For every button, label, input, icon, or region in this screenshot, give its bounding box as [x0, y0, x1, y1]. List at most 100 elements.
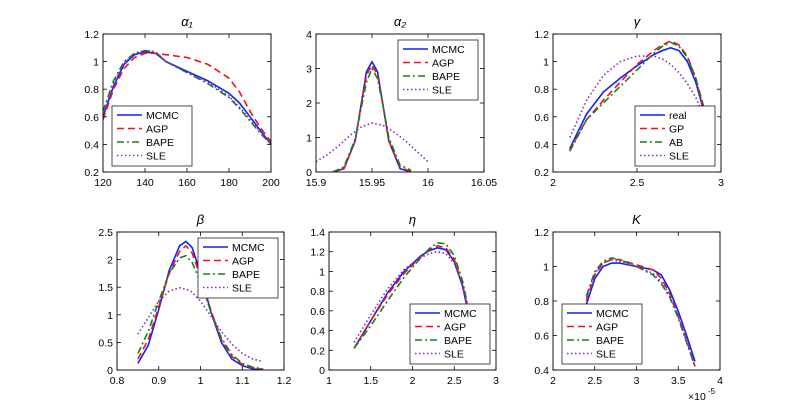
x-tick-label: 2.5	[447, 375, 462, 387]
y-tick-label: 0.4	[534, 139, 549, 151]
chart-title: α₁	[181, 14, 193, 29]
y-tick-label: 0.2	[534, 167, 549, 179]
series-group	[316, 60, 429, 172]
x-tick-label: 1.1	[235, 375, 250, 387]
y-tick-label: 1	[543, 57, 549, 69]
legend-label: AGP	[232, 256, 254, 268]
x-tick-label: 2	[550, 375, 556, 387]
x-tick-label: 1.5	[363, 375, 378, 387]
y-tick-label: 0.4	[534, 365, 549, 377]
y-tick-label: 1.5	[98, 282, 113, 294]
y-tick-label: 0	[319, 365, 325, 377]
series-line-real	[569, 47, 705, 149]
y-tick-label: 0.8	[310, 286, 325, 298]
y-tick-label: 1	[107, 310, 113, 322]
x-tick-label: 16	[422, 177, 434, 189]
x-tick-label: 3.5	[671, 375, 686, 387]
x-tick-label: 160	[178, 177, 196, 189]
series-line-mcmc	[585, 262, 696, 362]
series-group	[353, 242, 472, 349]
series-group	[137, 240, 264, 370]
x-tick-label: 3	[718, 177, 724, 189]
legend-label: BAPE	[596, 335, 624, 347]
y-tick-label: 1.2	[534, 29, 549, 41]
legend-label: real	[669, 110, 687, 122]
y-tick-label: 0.8	[84, 84, 99, 96]
y-tick-label: 0	[306, 167, 312, 179]
legend-label: AGP	[432, 58, 454, 70]
y-tick-label: 0.8	[534, 84, 549, 96]
chart-title: K	[632, 212, 642, 227]
x-tick-label: 2	[410, 375, 416, 387]
legend-label: BAPE	[432, 71, 460, 83]
legend-label: GP	[669, 124, 684, 136]
legend-label: MCMC	[444, 308, 477, 320]
y-tick-label: 1.2	[534, 227, 549, 239]
legend-label: MCMC	[232, 242, 265, 254]
legend-label: BAPE	[232, 269, 260, 281]
y-tick-label: 0.4	[84, 139, 99, 151]
x-tick-label: 0.8	[110, 375, 125, 387]
x-tick-label: 2.5	[587, 375, 602, 387]
legend-label: SLE	[444, 349, 464, 361]
legend-label: MCMC	[146, 110, 179, 122]
legend-label: SLE	[669, 151, 689, 163]
legend-label: BAPE	[146, 137, 174, 149]
series-line-agp	[353, 245, 472, 349]
y-tick-label: 0.4	[310, 326, 325, 338]
chart-panel-5: η 1 1.5 2 2.5 3 0 0.2 0.4 0.6 0.8 1 1.2 1.4 MCMC AGPBAP…	[310, 212, 499, 387]
y-tick-label: 1.2	[84, 29, 99, 41]
chart-title: α₂	[394, 14, 406, 29]
y-tick-label: 0.6	[310, 306, 325, 318]
series-line-sle	[137, 287, 264, 363]
chart-panel-1: α₁ 120 140 160 180 200 0.2 0.4 0.6 0.8 1 1.2 MCMC AGP…	[84, 14, 280, 189]
legend-label: BAPE	[444, 335, 472, 347]
x-tick-label: 3	[493, 375, 499, 387]
chart-title: γ	[634, 14, 642, 29]
axis-exponent-power: -5	[708, 387, 716, 396]
y-tick-label: 1	[319, 266, 325, 278]
y-tick-label: 0	[107, 365, 113, 377]
x-tick-label: 15.9	[306, 177, 327, 189]
legend-label: SLE	[146, 151, 166, 163]
y-tick-label: 1	[306, 133, 312, 145]
series-line-sle	[316, 122, 429, 163]
y-tick-label: 1.2	[310, 247, 325, 259]
x-tick-label: 140	[136, 177, 154, 189]
y-tick-label: 0.6	[534, 331, 549, 343]
legend-label: AB	[669, 137, 683, 149]
y-tick-label: 4	[306, 29, 312, 41]
y-tick-label: 0.5	[98, 337, 113, 349]
series-line-sle	[103, 49, 271, 144]
legend-label: SLE	[596, 349, 616, 361]
chart-title: β	[196, 212, 205, 227]
x-tick-label: 15.95	[359, 177, 385, 189]
y-tick-label: 0.8	[534, 296, 549, 308]
legend-label: AGP	[146, 124, 168, 136]
y-tick-label: 2	[107, 255, 113, 267]
series-line-ab	[569, 41, 705, 152]
series-line-agp	[137, 245, 264, 370]
y-tick-label: 0.6	[534, 112, 549, 124]
x-tick-label: 1.2	[277, 375, 292, 387]
legend-label: SLE	[432, 85, 452, 97]
y-tick-label: 1	[543, 262, 549, 274]
x-tick-label: 1	[326, 375, 332, 387]
x-tick-label: 0.9	[151, 375, 166, 387]
x-tick-label: 4	[717, 375, 723, 387]
series-line-bape	[137, 254, 264, 370]
x-tick-label: 16.05	[471, 177, 497, 189]
axis-exponent-label: ×10	[688, 391, 706, 403]
x-tick-label: 120	[94, 177, 112, 189]
legend-label: AGP	[444, 322, 466, 334]
chart-title: η	[409, 212, 416, 227]
series-line-bape	[585, 257, 696, 367]
